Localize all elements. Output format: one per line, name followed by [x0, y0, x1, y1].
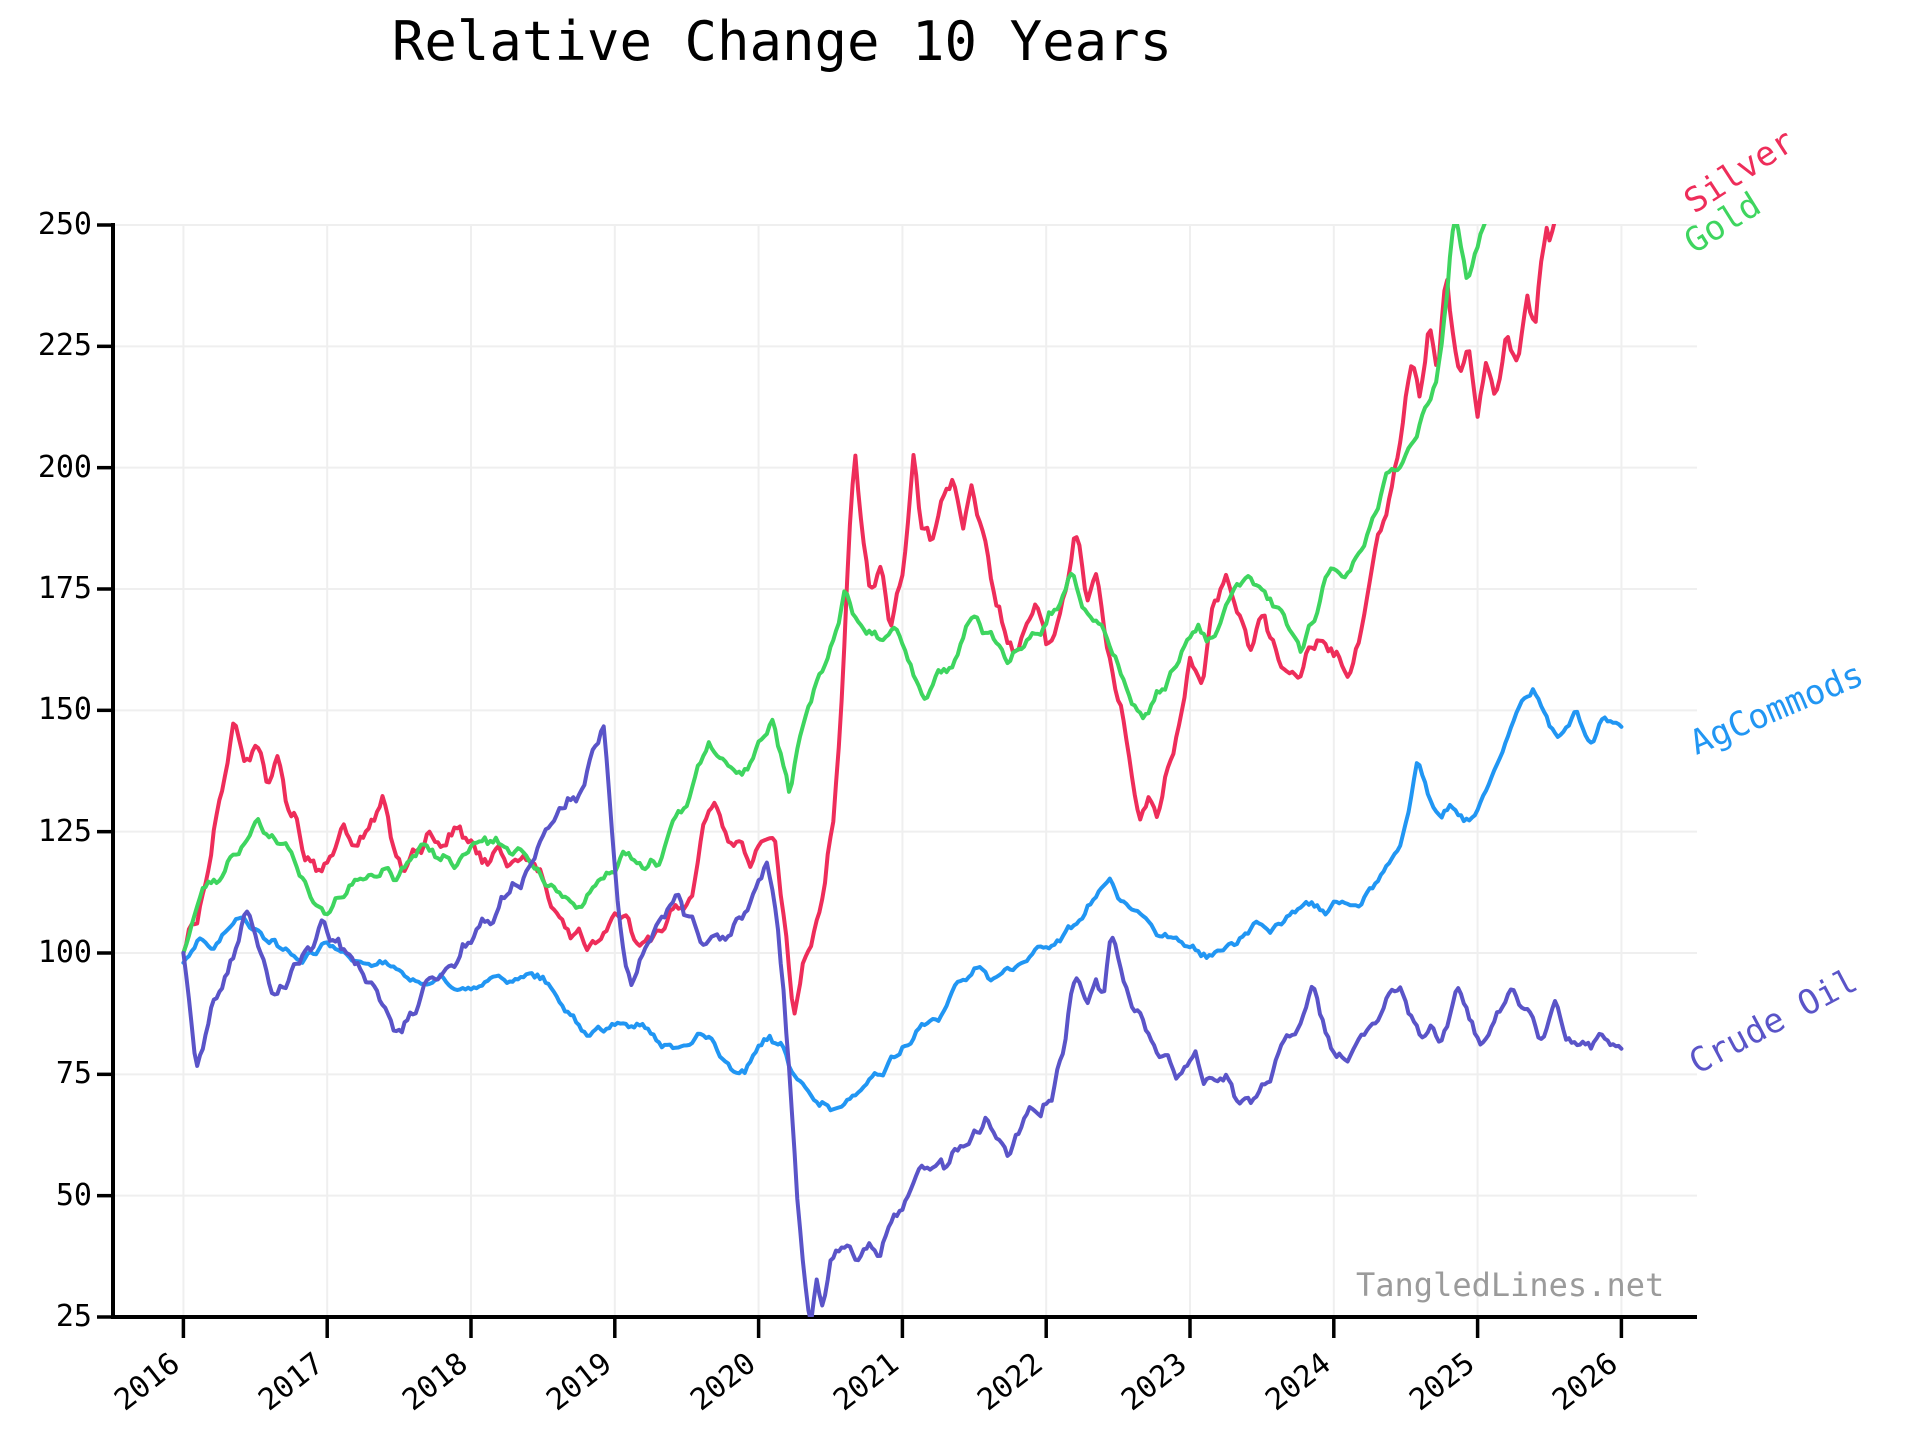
y-tick-label: 25 — [55, 1299, 92, 1334]
y-tick-label: 225 — [37, 328, 92, 364]
y-tick-label: 100 — [37, 935, 92, 970]
series-line-gold — [181, 224, 1487, 955]
y-tick-label: 150 — [37, 692, 92, 728]
y-tick-label: 50 — [55, 1177, 92, 1213]
y-tick-label: 125 — [37, 813, 92, 849]
y-tick-label: 200 — [37, 449, 92, 485]
series-line-crude-oil — [181, 724, 1624, 1317]
series-line-silver — [181, 224, 1557, 1016]
chart-title: Relative Change 10 Years — [391, 10, 1173, 73]
y-tick-label: 75 — [55, 1056, 92, 1092]
watermark-text: TangledLines.net — [1356, 1266, 1665, 1304]
y-tick-label: 175 — [37, 571, 92, 606]
y-tick-label: 250 — [37, 207, 92, 242]
